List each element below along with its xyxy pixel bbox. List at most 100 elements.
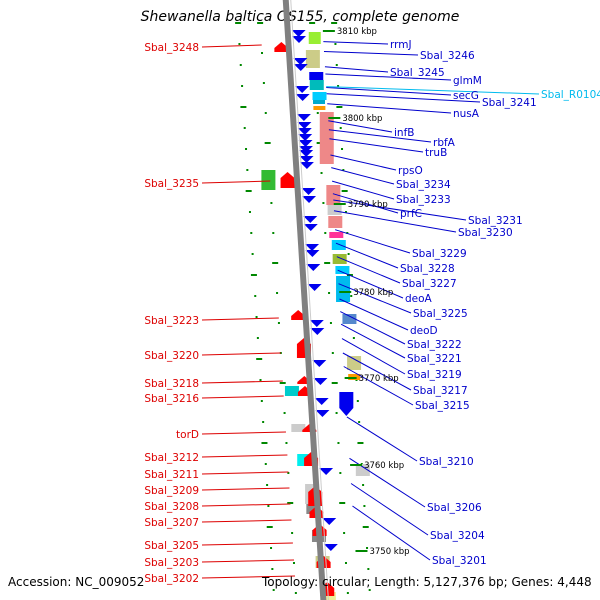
label-leader xyxy=(323,51,419,56)
right-gene-label: Sbal_3229 xyxy=(412,248,467,260)
map-title: Shewanella baltica OS155, complete genom… xyxy=(140,9,460,25)
tick-mark xyxy=(331,382,338,384)
tick-mark xyxy=(271,568,274,570)
backbone-line xyxy=(282,0,327,600)
tick-mark xyxy=(287,472,290,474)
right-gene-label: Sbal_3227 xyxy=(402,278,457,290)
gene-arrow xyxy=(305,250,320,257)
right-gene-label: infB xyxy=(394,127,414,139)
right-gene-label: Sbal_3219 xyxy=(407,369,462,381)
tick-mark xyxy=(245,148,248,150)
kbp-label: 3750 kbp xyxy=(369,547,409,557)
tick-mark xyxy=(357,442,364,444)
label-leader xyxy=(334,229,411,254)
tick-mark xyxy=(367,568,370,570)
tick-mark xyxy=(264,142,271,144)
tick-mark xyxy=(276,292,279,294)
gene-features xyxy=(261,30,370,600)
feature-block xyxy=(319,112,334,164)
gene-arrow xyxy=(301,188,316,195)
gene-arrow xyxy=(299,150,314,157)
gene-arrow xyxy=(293,58,308,65)
kbp-label: 3810 kbp xyxy=(337,27,377,37)
gene-arrow xyxy=(298,146,313,153)
feature-block xyxy=(327,205,342,215)
label-leader xyxy=(350,483,429,536)
kbp-label: 3760 kbp xyxy=(364,461,404,471)
tick-mark xyxy=(238,43,241,45)
tick-mark xyxy=(262,421,265,423)
label-leader xyxy=(327,103,452,114)
label-leader xyxy=(201,380,283,384)
label-leader xyxy=(201,575,295,579)
tick-mark xyxy=(277,322,280,324)
label-leader xyxy=(339,298,409,331)
tick-mark xyxy=(272,589,275,591)
tick-mark xyxy=(342,169,345,171)
tick-mark xyxy=(262,82,265,84)
gene-arrow xyxy=(292,36,307,43)
tick-mark xyxy=(261,52,264,54)
label-leader xyxy=(331,180,395,200)
label-leader xyxy=(342,352,412,391)
label-leader xyxy=(328,120,393,133)
right-gene-label: Sbal_3228 xyxy=(400,263,455,275)
tick-mark xyxy=(266,484,269,486)
gene-arrow xyxy=(303,216,318,223)
label-leader xyxy=(343,366,414,406)
label-leader xyxy=(201,44,262,48)
left-gene-label: Sbal_3205 xyxy=(144,540,199,552)
right-gene-label: Sbal_3246 xyxy=(420,50,475,62)
label-leader xyxy=(201,487,290,491)
label-leader xyxy=(329,138,424,153)
gene-arrow xyxy=(298,134,313,141)
label-leader xyxy=(201,317,279,321)
feature-block xyxy=(347,356,362,370)
tick-mark xyxy=(309,22,316,24)
gene-arrow xyxy=(299,162,314,169)
tick-mark xyxy=(344,211,347,213)
gene-arrow xyxy=(310,328,325,335)
tick-mark xyxy=(255,316,258,318)
tick-mark xyxy=(356,400,359,402)
gene-arrow xyxy=(305,244,320,251)
gene-arrow xyxy=(306,264,321,271)
tick-mark xyxy=(350,295,353,297)
feature-block xyxy=(308,32,321,44)
tick-mark xyxy=(337,85,340,87)
tick-mark xyxy=(339,502,346,504)
tick-mark xyxy=(264,463,267,465)
tick-mark xyxy=(347,253,350,255)
right-gene-label: prfC xyxy=(400,208,422,220)
right-gene-label: deoD xyxy=(410,325,438,337)
feature-block xyxy=(335,266,350,274)
gene-arrow xyxy=(291,30,306,37)
label-leader xyxy=(333,199,467,221)
tick-mark xyxy=(294,592,297,594)
label-leader xyxy=(341,338,406,375)
feature-block xyxy=(309,80,324,90)
tick-mark xyxy=(324,232,327,234)
label-leader xyxy=(328,129,432,143)
gene-arrow xyxy=(323,544,338,551)
kbp-label: 3790 kbp xyxy=(348,200,388,210)
right-gene-label: Sbal_3233 xyxy=(396,194,451,206)
tick-mark xyxy=(267,505,270,507)
left-gene-label: Sbal_3211 xyxy=(144,469,199,481)
left-gene-label: Sbal_3208 xyxy=(144,501,199,513)
tick-mark xyxy=(251,253,254,255)
label-leader xyxy=(349,457,426,508)
tick-mark xyxy=(331,352,334,354)
tick-mark xyxy=(261,442,268,444)
label-leader xyxy=(326,86,540,95)
tick-mark xyxy=(287,502,294,504)
right-gene-label: Sbal_3234 xyxy=(396,179,451,191)
tick-mark xyxy=(248,211,251,213)
gene-arrow xyxy=(307,284,322,291)
gene-arrow xyxy=(322,518,337,525)
tick-mark xyxy=(264,112,267,114)
right-gene-label: Sbal_3231 xyxy=(468,215,523,227)
right-gene-label: deoA xyxy=(405,293,433,305)
feature-block xyxy=(336,276,351,302)
gene-arrow xyxy=(303,224,318,231)
